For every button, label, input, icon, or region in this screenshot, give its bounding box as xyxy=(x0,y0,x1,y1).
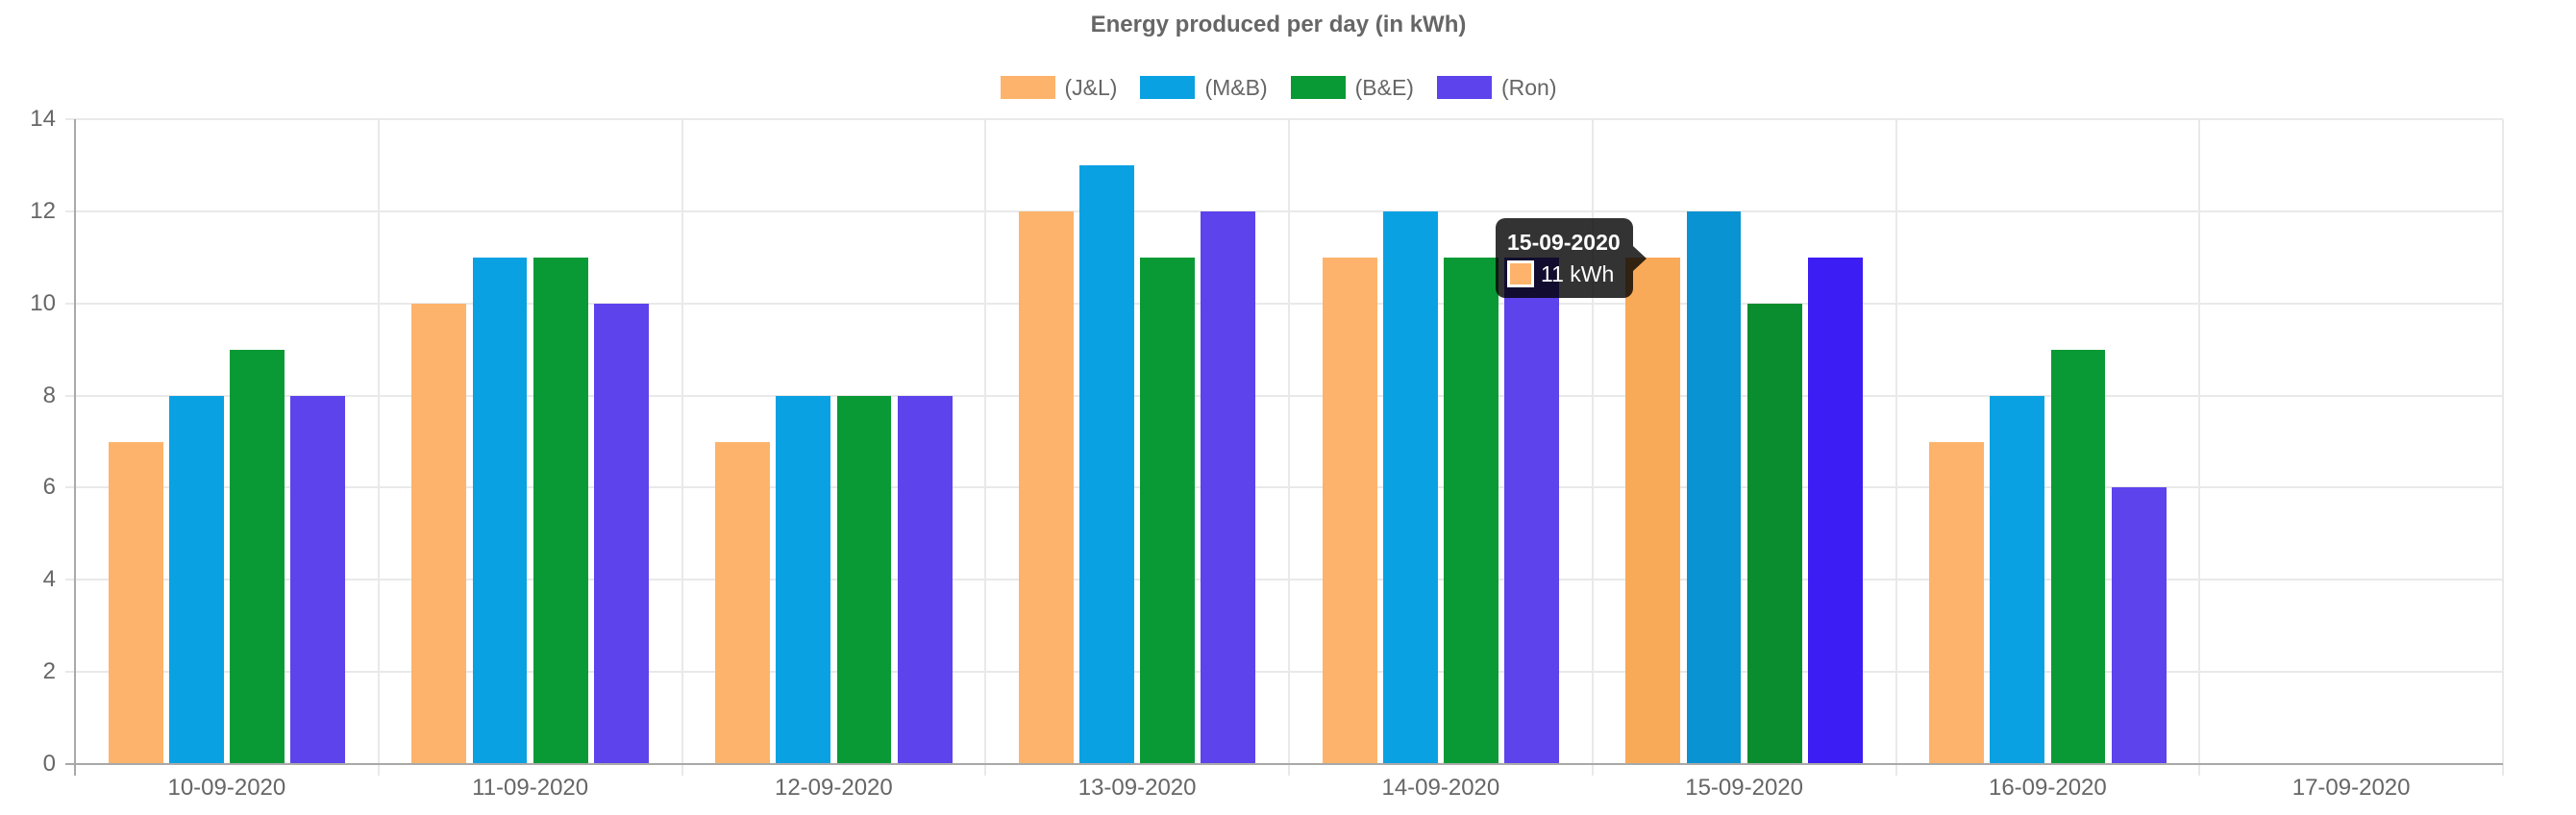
bar[interactable] xyxy=(472,257,528,764)
bar[interactable] xyxy=(1079,164,1134,764)
bar[interactable] xyxy=(1625,257,1681,764)
x-axis-tick-label: 14-09-2020 xyxy=(1381,775,1500,801)
bar[interactable] xyxy=(533,257,588,764)
y-axis-tick-label: 12 xyxy=(30,197,56,224)
y-axis-tick-label: 4 xyxy=(42,566,56,593)
bar[interactable] xyxy=(290,395,345,764)
y-axis-tick-label: 14 xyxy=(30,106,56,132)
legend-swatch-icon xyxy=(1140,76,1196,99)
y-axis-tick-label: 10 xyxy=(30,289,56,316)
x-axis-tick-label: 17-09-2020 xyxy=(2291,775,2411,801)
bar[interactable] xyxy=(1990,395,2045,764)
tooltip-series-swatch xyxy=(1507,260,1534,287)
y-gridline xyxy=(65,579,2503,581)
bar[interactable] xyxy=(1746,303,1802,764)
chart-legend: (J&L) (M&B) (B&E) (Ron) xyxy=(0,71,2557,104)
y-gridline xyxy=(65,671,2503,674)
legend-label: (Ron) xyxy=(1500,74,1557,100)
bar[interactable] xyxy=(1382,210,1438,764)
y-axis-line xyxy=(74,119,76,776)
bar[interactable] xyxy=(1686,210,1742,764)
y-gridline xyxy=(65,210,2503,212)
bar[interactable] xyxy=(1140,257,1196,764)
y-gridline xyxy=(65,486,2503,489)
y-axis-tick-label: 0 xyxy=(42,751,56,777)
legend-swatch-icon xyxy=(1436,76,1492,99)
legend-swatch-icon xyxy=(1000,76,1055,99)
x-gridline xyxy=(1288,119,1290,776)
bar[interactable] xyxy=(1807,257,1863,764)
x-gridline xyxy=(681,119,683,776)
legend-item-be[interactable]: (B&E) xyxy=(1290,74,1414,101)
x-gridline xyxy=(1895,119,1897,776)
tooltip-caret-icon xyxy=(1632,245,1647,271)
bar[interactable] xyxy=(776,395,831,764)
x-axis-line-overlay xyxy=(65,763,2503,765)
legend-label: (J&L) xyxy=(1064,74,1118,100)
x-gridline xyxy=(984,119,987,776)
chart-title: Energy produced per day (in kWh) xyxy=(1090,12,1467,37)
bar[interactable] xyxy=(593,303,649,764)
x-gridline xyxy=(377,119,380,776)
bar[interactable] xyxy=(1018,210,1074,764)
y-axis-tick-label: 6 xyxy=(42,474,56,501)
bar[interactable] xyxy=(1444,257,1499,764)
x-axis-tick-label: 12-09-2020 xyxy=(774,775,893,801)
tooltip: 15-09-2020 11 kWh xyxy=(1496,218,1647,298)
tooltip-value: 11 kWh xyxy=(1541,261,1615,286)
x-gridline xyxy=(2198,119,2201,776)
bar[interactable] xyxy=(108,441,163,764)
x-axis-tick-label: 15-09-2020 xyxy=(1685,775,1803,801)
legend-item-mb[interactable]: (M&B) xyxy=(1140,74,1268,101)
legend-item-ron[interactable]: (Ron) xyxy=(1436,74,1557,101)
bar[interactable] xyxy=(230,349,285,764)
bar[interactable] xyxy=(836,395,892,764)
bar[interactable] xyxy=(168,395,224,764)
x-axis-tick-label: 16-09-2020 xyxy=(1988,775,2107,801)
y-axis-tick-label: 2 xyxy=(42,658,56,685)
bar[interactable] xyxy=(411,303,467,764)
y-gridline xyxy=(65,302,2503,305)
legend-swatch-icon xyxy=(1290,76,1346,99)
tooltip-body: 11 kWh xyxy=(1507,260,1621,287)
x-axis-tick-label: 13-09-2020 xyxy=(1077,775,1197,801)
y-gridline xyxy=(65,118,2503,120)
bar[interactable] xyxy=(1322,257,1377,764)
tooltip-title: 15-09-2020 xyxy=(1507,230,1621,255)
legend-label: (B&E) xyxy=(1354,74,1414,100)
bar[interactable] xyxy=(2111,487,2167,764)
x-gridline xyxy=(1591,119,1594,776)
x-axis-tick-label: 10-09-2020 xyxy=(167,775,286,801)
y-axis-tick-label: 8 xyxy=(42,382,56,408)
bar[interactable] xyxy=(715,441,771,764)
x-axis-tick-label: 11-09-2020 xyxy=(472,775,589,801)
bar[interactable] xyxy=(1929,441,1985,764)
x-gridline xyxy=(2502,119,2504,776)
y-gridline xyxy=(65,394,2503,397)
legend-label: (M&B) xyxy=(1204,74,1268,100)
bar[interactable] xyxy=(1201,210,1256,764)
bar[interactable] xyxy=(1504,257,1559,764)
legend-item-jl[interactable]: (J&L) xyxy=(1000,74,1118,101)
bar[interactable] xyxy=(2050,349,2106,764)
bar[interactable] xyxy=(897,395,953,764)
